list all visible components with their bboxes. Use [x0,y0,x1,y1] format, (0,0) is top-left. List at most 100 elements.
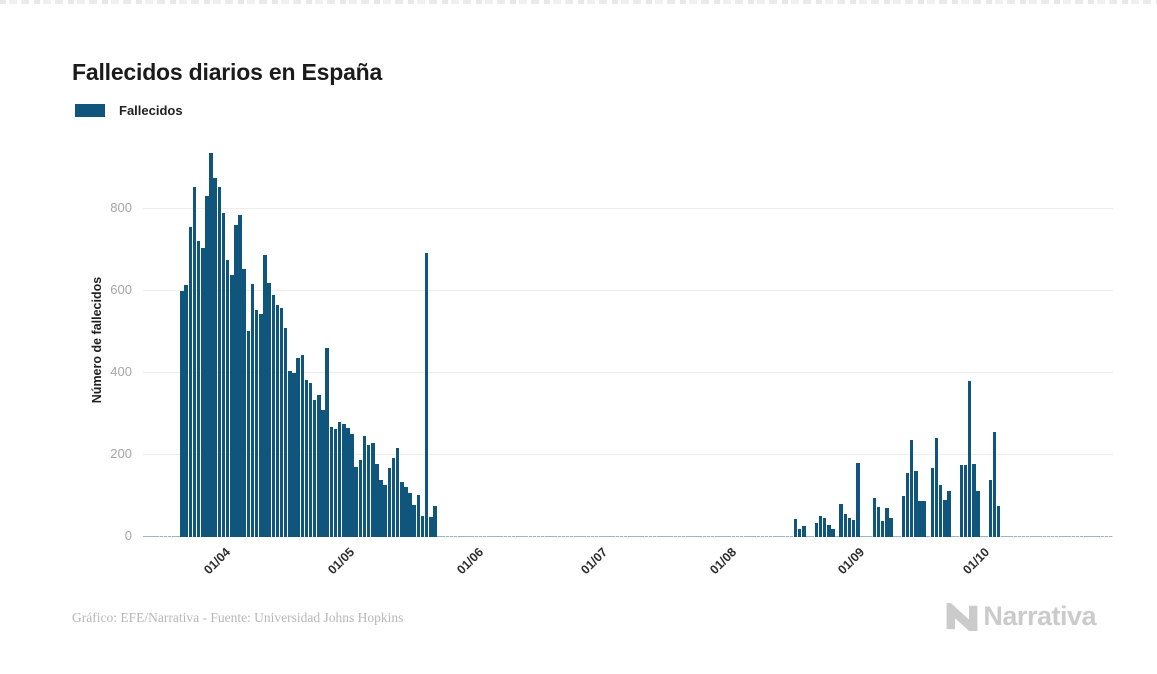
zero-day-dash [719,535,723,537]
zero-day-dash [694,535,698,537]
bar [905,473,910,537]
bar [375,464,379,537]
zero-day-dash [773,535,777,537]
zero-day-dash [511,535,516,537]
bar [267,282,271,537]
zero-day-dash [478,535,483,537]
bar [221,212,226,537]
bar [362,436,367,537]
zero-day-dash [623,535,628,537]
zero-day-dash [1075,535,1080,537]
bar [366,445,371,537]
zero-day-dash [615,535,620,537]
zero-day-dash [536,535,541,537]
bar [333,429,338,537]
zero-day-dash [893,535,897,537]
bar [855,462,860,537]
bar [914,470,918,537]
bar [271,294,276,537]
zero-day-dash [756,535,761,537]
zero-day-dash [715,535,719,537]
zero-day-dash [578,535,582,537]
bar [826,524,831,537]
zero-day-dash [1083,535,1088,537]
zero-day-dash [1013,535,1018,537]
y-tick-label: 400 [110,363,132,379]
zero-day-dash [155,535,159,537]
bar [802,526,806,537]
bar [263,254,267,537]
zero-day-dash [984,535,989,537]
bar [404,486,408,537]
bar [225,259,230,537]
y-tick-label: 200 [110,445,132,461]
bar [851,520,856,537]
bar [283,327,288,537]
bar [967,381,972,537]
zero-day-dash [159,535,164,537]
bar [814,522,819,537]
zero-day-dash [926,535,930,537]
bar [292,372,296,537]
zero-day-dash [545,535,549,537]
bar [822,518,827,537]
bar [930,468,935,537]
bar [196,241,201,537]
zero-day-dash [690,535,694,537]
zero-day-dash [549,535,553,537]
bar [329,426,334,537]
zero-day-dash [1030,535,1034,537]
bar [847,518,852,537]
bar [885,508,889,537]
zero-day-dash [661,535,665,537]
bar [350,434,354,537]
legend-swatch [75,104,105,117]
zero-day-dash [1017,535,1022,537]
zero-day-dash [590,535,595,537]
bar [972,464,976,537]
zero-day-dash [868,535,872,537]
zero-day-dash [574,535,578,537]
zero-day-dash [163,535,168,537]
chart-title: Fallecidos diarios en España [72,59,383,86]
zero-day-dash [458,535,462,537]
zero-day-dash [698,535,702,537]
bar [234,225,238,537]
bar [416,494,421,537]
bar [209,153,213,537]
bar [831,528,835,537]
zero-day-dash [462,535,466,537]
zero-day-dash [176,535,180,537]
bar [797,528,802,537]
bar [279,308,284,537]
bar [922,501,926,537]
bar [246,330,251,537]
zero-day-dash [951,535,955,537]
zero-day-dash [487,535,491,537]
bar [918,500,922,537]
zero-day-dash [1100,535,1105,537]
zero-day-dash [491,535,495,537]
zero-day-dash [524,535,528,537]
zero-day-dash [520,535,524,537]
x-tick-label: 01/05 [325,545,358,578]
zero-day-dash [482,535,487,537]
zero-day-dash [172,535,176,537]
gridline-y-200 [143,453,1113,455]
zero-day-dash [669,535,673,537]
zero-day-dash [731,535,736,537]
bar [337,421,342,537]
bar [876,506,881,537]
zero-day-dash [752,535,756,537]
bar [205,196,209,537]
bar [934,438,939,537]
zero-day-dash [147,535,151,537]
zero-day-dash [466,535,470,537]
bar [354,466,358,537]
zero-day-dash [835,535,839,537]
zero-day-dash [532,535,537,537]
zero-day-dash [594,535,599,537]
gridline-y-800 [143,207,1113,209]
zero-day-dash [665,535,669,537]
zero-day-dash [449,535,454,537]
